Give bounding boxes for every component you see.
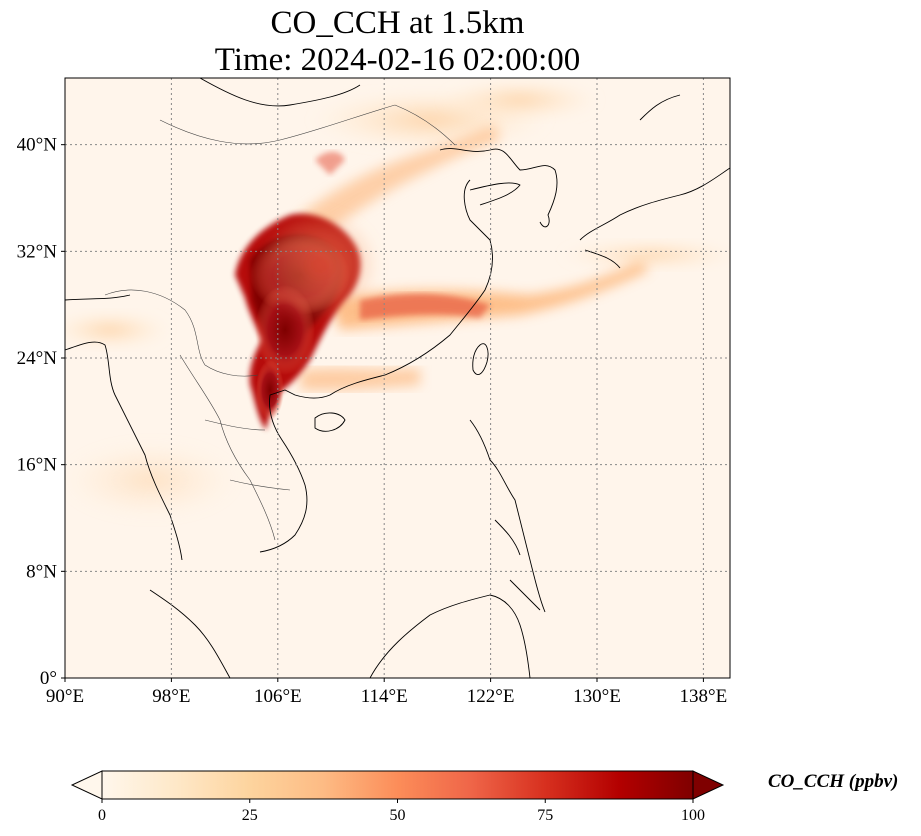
country-borders (104, 104, 456, 541)
lon-tick-label: 90°E (46, 686, 84, 707)
lon-tick-label: 106°E (254, 686, 302, 707)
longitude-ticks: 90°E 98°E 106°E 114°E 122°E 130°E 138°E (46, 678, 727, 707)
colorbar-max-extension (692, 770, 725, 800)
map-time-subtitle: Time: 2024-02-16 02:00:00 (214, 42, 581, 78)
colorbar-ticks: 0 25 50 75 100 (98, 799, 705, 824)
colorbar-min-extension (70, 770, 103, 800)
map-panel: 90°E 98°E 106°E 114°E 122°E 130°E 138°E 0° 8°N 1… (17, 77, 731, 707)
lon-tick-label: 122°E (467, 686, 515, 707)
colorbar: 0 25 50 75 100 CO_CCH (ppbv) (70, 770, 898, 824)
map-frame (64, 77, 731, 679)
lat-tick-label: 8°N (26, 561, 57, 582)
lat-tick-label: 16°N (17, 455, 58, 476)
map-gridlines (65, 78, 730, 678)
colorbar-label: CO_CCH (ppbv) (768, 771, 898, 792)
colorbar-tick-label: 50 (390, 807, 406, 824)
colorbar-tick-label: 0 (98, 807, 106, 824)
lon-tick-label: 138°E (680, 686, 728, 707)
colorbar-tick-label: 100 (681, 807, 705, 824)
lat-tick-label: 0° (40, 668, 57, 689)
lat-tick-label: 40°N (17, 135, 58, 156)
lon-tick-label: 98°E (152, 686, 190, 707)
colorbar-body (101, 770, 694, 800)
lon-tick-label: 130°E (573, 686, 621, 707)
colorbar-tick-label: 25 (242, 807, 258, 824)
colorbar-tick-label: 75 (537, 807, 553, 824)
lon-tick-label: 114°E (361, 686, 408, 707)
lat-tick-label: 24°N (17, 348, 58, 369)
concentration-field (65, 80, 730, 520)
latitude-ticks: 0° 8°N 16°N 24°N 32°N 40°N (17, 135, 65, 689)
coastlines (65, 78, 730, 678)
lat-tick-label: 32°N (17, 241, 58, 262)
map-title: CO_CCH at 1.5km (270, 5, 525, 41)
